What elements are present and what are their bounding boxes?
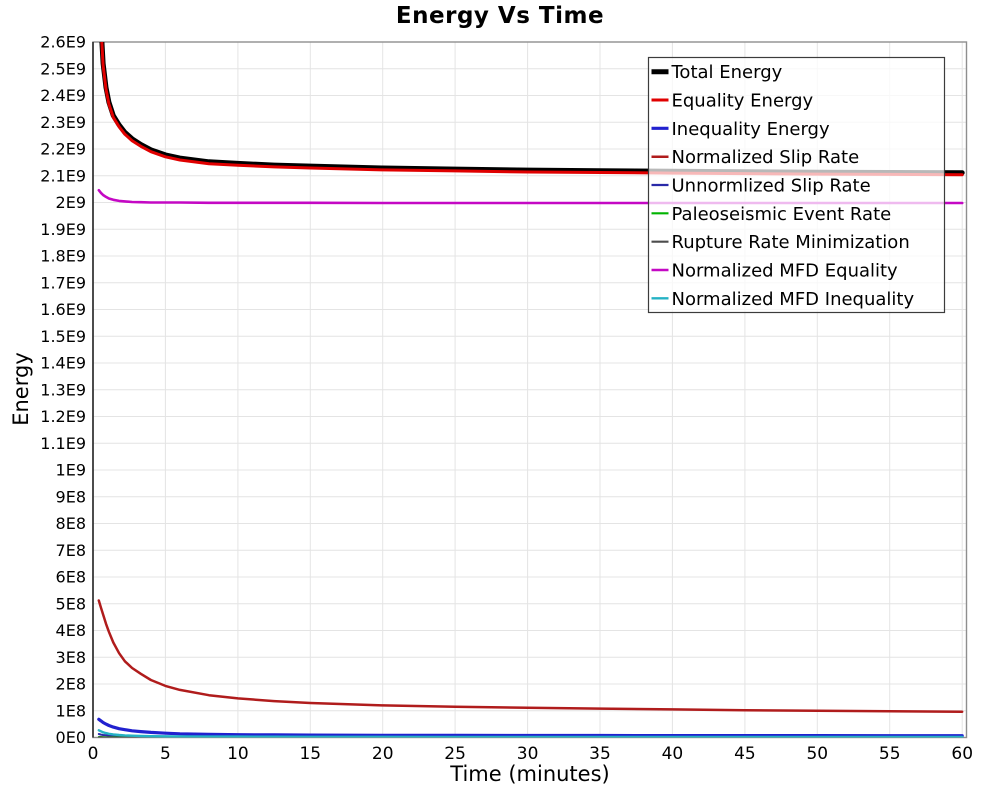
y-tick-label: 5E8 xyxy=(56,594,86,613)
legend-label: Normalized MFD Equality xyxy=(672,261,899,282)
y-tick-label: 2E8 xyxy=(56,675,86,694)
y-tick-label: 2.5E9 xyxy=(40,59,86,78)
legend-label: Rupture Rate Minimization xyxy=(672,232,910,253)
x-tick-label: 0 xyxy=(88,744,99,764)
legend-label: Unnormlized Slip Rate xyxy=(672,176,871,197)
x-tick-label: 15 xyxy=(299,744,321,764)
legend-item: Rupture Rate Minimization xyxy=(651,232,910,253)
y-tick-label: 2E9 xyxy=(56,193,86,212)
x-axis-label: Time (minutes) xyxy=(450,762,610,786)
y-tick-label: 1.9E9 xyxy=(40,220,86,239)
legend-item: Paleoseismic Event Rate xyxy=(651,204,892,225)
y-tick-label: 2.6E9 xyxy=(40,33,86,52)
y-tick-label: 2.4E9 xyxy=(40,86,86,105)
y-tick-label: 2.3E9 xyxy=(40,113,86,132)
x-tick-label: 40 xyxy=(662,744,684,764)
x-tick-label: 10 xyxy=(227,744,249,764)
y-tick-label: 1.3E9 xyxy=(40,380,86,399)
legend-item: Total Energy xyxy=(651,62,783,83)
legend-box xyxy=(647,56,946,314)
y-tick-label: 1.1E9 xyxy=(40,434,86,453)
x-tick-label: 5 xyxy=(160,744,171,764)
y-tick-label: 1E9 xyxy=(56,461,86,480)
legend-item: Normalized Slip Rate xyxy=(651,147,860,168)
y-tick-label: 1.6E9 xyxy=(40,300,86,319)
y-tick-label: 1.8E9 xyxy=(40,247,86,266)
legend-label: Normalized MFD Inequality xyxy=(672,289,915,310)
series-line-normalized-mfd-inequality xyxy=(97,729,964,738)
y-tick-label: 9E8 xyxy=(56,487,86,506)
series-line-normalized-slip-rate xyxy=(97,599,964,714)
y-tick-label: 1E8 xyxy=(56,701,86,720)
y-tick-label: 3E8 xyxy=(56,648,86,667)
series-line-inequality-energy xyxy=(97,717,964,738)
legend: Total Energy Equality Energy Inequality En… xyxy=(647,56,946,314)
y-tick-labels: 0E0 1E8 2E8 3E8 4E8 5E8 6E8 7E8 8E8 9E8 1E9 1.1E9 1.… xyxy=(40,33,86,748)
x-tick-labels: 0 5 10 15 20 25 30 35 40 45 50 55 60 xyxy=(88,744,973,764)
y-tick-label: 6E8 xyxy=(56,568,86,587)
y-tick-label: 1.2E9 xyxy=(40,407,86,426)
legend-label: Equality Energy xyxy=(672,91,814,112)
legend-item: Normalized MFD Equality xyxy=(651,261,899,282)
legend-label: Normalized Slip Rate xyxy=(672,147,860,168)
y-tick-label: 1.5E9 xyxy=(40,327,86,346)
y-tick-label: 2.1E9 xyxy=(40,166,86,185)
y-tick-label: 8E8 xyxy=(56,514,86,533)
y-tick-label: 7E8 xyxy=(56,541,86,560)
legend-item: Normalized MFD Inequality xyxy=(651,289,915,310)
y-tick-label: 1.4E9 xyxy=(40,354,86,373)
legend-label: Paleoseismic Event Rate xyxy=(672,204,892,225)
x-tick-label: 50 xyxy=(806,744,828,764)
legend-item: Equality Energy xyxy=(651,91,814,112)
x-tick-label: 55 xyxy=(879,744,901,764)
legend-label: Inequality Energy xyxy=(672,119,830,140)
x-tick-label: 35 xyxy=(589,744,611,764)
legend-item: Unnormlized Slip Rate xyxy=(651,176,871,197)
x-tick-label: 60 xyxy=(951,744,973,764)
legend-label: Total Energy xyxy=(671,62,783,83)
chart-title: Energy Vs Time xyxy=(395,3,605,29)
x-tick-label: 20 xyxy=(372,744,394,764)
y-tick-label: 0E0 xyxy=(56,728,86,747)
y-tick-label: 4E8 xyxy=(56,621,86,640)
legend-item: Inequality Energy xyxy=(651,119,830,140)
y-tick-label: 2.2E9 xyxy=(40,140,86,159)
x-tick-label: 25 xyxy=(444,744,466,764)
y-tick-label: 1.7E9 xyxy=(40,273,86,292)
x-tick-label: 30 xyxy=(517,744,539,764)
x-tick-label: 45 xyxy=(734,744,756,764)
